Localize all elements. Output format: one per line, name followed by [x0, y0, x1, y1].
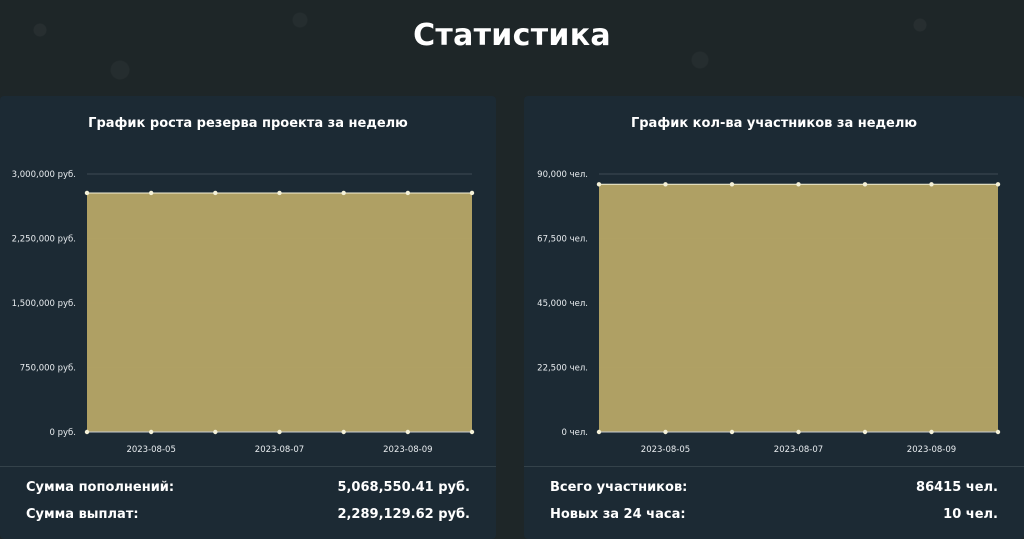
- members-card: График кол-ва участников за неделю 0 чел…: [524, 96, 1024, 539]
- members-y-tick-label-1: 22,500 чел.: [537, 364, 588, 374]
- reserve-y-tick-label-1: 750,000 руб.: [20, 364, 76, 374]
- payouts-value: 2,289,129.62 руб.: [337, 507, 470, 522]
- stat-row-new-members: Новых за 24 часа: 10 чел.: [550, 507, 998, 527]
- reserve-baseline-point-1: [148, 429, 154, 435]
- reserve-stats: Сумма пополнений: 5,068,550.41 руб. Сумм…: [0, 466, 496, 539]
- members-point-4: [862, 182, 868, 187]
- members-baseline-point-4: [862, 429, 868, 435]
- members-y-tick-label-3: 67,500 чел.: [537, 235, 588, 245]
- reserve-point-3: [277, 190, 282, 196]
- members-y-tick-label-4: 90,000 чел.: [537, 170, 588, 180]
- members-chart-title: График кол-ва участников за неделю: [630, 116, 918, 131]
- members-point-0: [596, 182, 602, 187]
- reserve-baseline-point-5: [405, 429, 411, 435]
- reserve-point-0: [84, 190, 90, 196]
- reserve-y-tick-label-4: 3,000,000 руб.: [12, 170, 76, 180]
- deposits-label: Сумма пополнений:: [26, 480, 175, 495]
- members-baseline-point-1: [663, 429, 668, 435]
- members-y-tick-label-2: 45,000 чел.: [537, 299, 588, 309]
- members-x-tick-label-0: 2023-08-05: [641, 445, 690, 455]
- members-point-3: [796, 182, 801, 187]
- reserve-y-tick-label-2: 1,500,000 руб.: [12, 299, 76, 309]
- members-chart: 0 чел. 22,500 чел. 45,000 чел. 67,500 чел. 9…: [537, 170, 1001, 455]
- members-stats: Всего участников: 86415 чел. Новых за 24…: [524, 466, 1024, 539]
- reserve-baseline-point-3: [277, 429, 282, 435]
- reserve-point-1: [148, 190, 154, 196]
- reserve-growth-chart: 0 руб. 750,000 руб. 1,500,000 руб. 2,250,00…: [12, 170, 475, 455]
- total-members-label: Всего участников:: [550, 480, 688, 495]
- page-title: Статистика: [413, 18, 611, 53]
- members-x-tick-label-1: 2023-08-07: [774, 445, 823, 455]
- members-baseline-point-0: [596, 429, 602, 435]
- members-y-tick-label-0: 0 чел.: [562, 428, 589, 438]
- members-point-5: [929, 182, 934, 187]
- reserve-point-4: [341, 190, 346, 196]
- members-point-6: [995, 182, 1001, 187]
- members-baseline-point-6: [995, 429, 1001, 435]
- stat-row-payouts: Сумма выплат: 2,289,129.62 руб.: [26, 507, 470, 527]
- reserve-growth-card: График роста резерва проекта за неделю 0…: [0, 96, 496, 539]
- stat-row-deposits: Сумма пополнений: 5,068,550.41 руб.: [26, 480, 470, 500]
- members-x-tick-label-2: 2023-08-09: [907, 445, 956, 455]
- stat-row-total-members: Всего участников: 86415 чел.: [550, 480, 998, 500]
- reserve-x-tick-label-1: 2023-08-07: [255, 445, 304, 455]
- members-area: [599, 184, 998, 432]
- reserve-y-tick-label-0: 0 руб.: [50, 428, 76, 438]
- new-members-value: 10 чел.: [943, 507, 998, 522]
- reserve-x-tick-label-0: 2023-08-05: [126, 445, 175, 455]
- reserve-area: [87, 192, 472, 432]
- reserve-baseline-point-0: [84, 429, 90, 435]
- deposits-value: 5,068,550.41 руб.: [337, 480, 470, 495]
- members-baseline-point-5: [929, 429, 934, 435]
- reserve-y-tick-label-3: 2,250,000 руб.: [12, 235, 76, 245]
- reserve-point-2: [213, 190, 218, 196]
- reserve-point-6: [469, 190, 475, 196]
- reserve-point-5: [405, 190, 411, 196]
- payouts-label: Сумма выплат:: [26, 507, 139, 522]
- members-baseline-point-2: [729, 429, 735, 435]
- members-point-1: [663, 182, 668, 187]
- reserve-x-tick-label-2: 2023-08-09: [383, 445, 432, 455]
- reserve-baseline-point-4: [341, 429, 346, 435]
- total-members-value: 86415 чел.: [916, 480, 998, 495]
- reserve-baseline-point-2: [213, 429, 218, 435]
- new-members-label: Новых за 24 часа:: [550, 507, 686, 522]
- members-point-2: [729, 182, 735, 187]
- members-baseline-point-3: [796, 429, 801, 435]
- reserve-chart-title: График роста резерва проекта за неделю: [88, 116, 408, 131]
- reserve-baseline-point-6: [469, 429, 475, 435]
